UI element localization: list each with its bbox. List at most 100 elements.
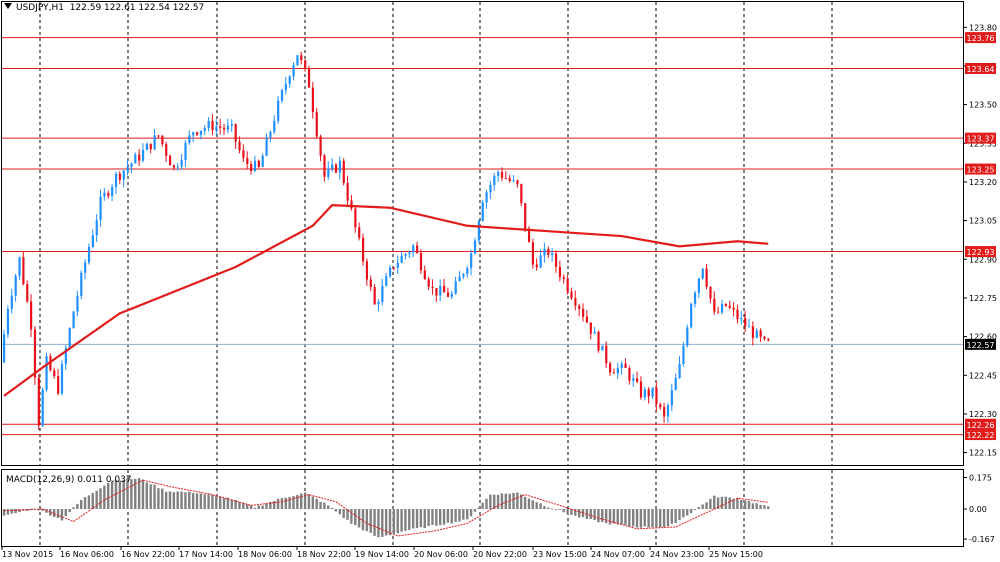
y-tick-label: 122.90 — [969, 255, 997, 264]
level-tag-label: 123.37 — [967, 135, 995, 144]
macd-bar — [137, 478, 141, 509]
candle-body — [470, 253, 473, 269]
candle-body — [416, 245, 419, 254]
candle-body — [211, 121, 214, 131]
candle-body — [744, 317, 747, 327]
macd-bar — [438, 509, 442, 526]
macd-bar — [307, 494, 311, 509]
macd-bar — [319, 501, 322, 509]
candle-body — [172, 165, 176, 168]
candle-body — [732, 307, 735, 310]
candle-body — [609, 363, 612, 373]
candle-body — [686, 327, 689, 346]
candle-body — [377, 302, 380, 305]
candle-body — [701, 268, 704, 279]
macd-bar — [249, 505, 253, 509]
candle-body — [554, 253, 558, 267]
candle-body — [358, 227, 361, 238]
macd-bar — [508, 493, 511, 509]
macd-bar — [218, 496, 222, 509]
candle-body — [257, 160, 260, 167]
macd-bar — [384, 509, 388, 536]
symbol-label: USDJPY,H1 — [16, 3, 64, 13]
macd-bar — [666, 509, 670, 527]
x-tick-label: 17 Nov 14:00 — [179, 550, 233, 559]
candle-body — [466, 268, 469, 274]
level-tag-label: 122.93 — [967, 248, 995, 257]
macd-bar — [635, 509, 639, 528]
macd-bar — [539, 503, 542, 509]
macd-bar — [520, 494, 523, 509]
candle-body — [666, 405, 670, 417]
candle-body — [612, 372, 616, 374]
candle-body — [230, 124, 233, 126]
macd-bar — [172, 492, 176, 509]
main-plot-frame — [1, 1, 964, 466]
macd-bar — [103, 485, 106, 509]
macd-indicator — [2, 478, 770, 538]
candle-body — [659, 404, 662, 408]
macd-bar — [601, 509, 604, 523]
macd-bar — [191, 493, 195, 509]
macd-bar — [134, 478, 137, 509]
candle-body — [412, 245, 415, 253]
macd-bar — [211, 495, 214, 509]
macd-bar — [130, 479, 133, 509]
candle-body — [111, 186, 114, 196]
macd-bar — [655, 509, 658, 528]
macd-bar — [435, 509, 438, 526]
candle-body — [361, 237, 365, 262]
macd-bar — [543, 506, 546, 509]
macd-bar — [99, 488, 102, 509]
macd-bar — [554, 509, 558, 510]
candle-body — [30, 301, 33, 330]
current-price-label: 122.57 — [967, 341, 995, 350]
macd-bar — [404, 509, 407, 531]
macd-bar — [620, 509, 623, 525]
macd-bar — [164, 491, 168, 509]
macd-bar — [419, 509, 423, 528]
macd-bar — [716, 497, 720, 509]
candle-body — [253, 160, 257, 171]
macd-bar — [662, 509, 666, 527]
ohlc-readout: 122.59 122.61 122.54 122.57 — [69, 3, 205, 13]
candle-body — [157, 135, 160, 137]
macd-bar — [157, 488, 160, 509]
level-tag-label: 123.64 — [967, 65, 995, 74]
candle-body — [196, 132, 199, 135]
candle-body — [68, 328, 71, 349]
macd-bar — [361, 509, 365, 531]
candle-body — [408, 252, 411, 255]
macd-bar — [91, 492, 94, 509]
macd-bar — [566, 509, 569, 515]
candle-body — [319, 136, 322, 156]
candle-body — [365, 261, 369, 280]
candle-body — [628, 367, 631, 381]
candle-body — [273, 120, 276, 132]
macd-bar — [759, 504, 762, 509]
macd-bar — [612, 509, 616, 524]
x-tick-label: 18 Nov 06:00 — [238, 550, 292, 559]
macd-bar — [253, 507, 257, 509]
macd-bar — [724, 496, 728, 509]
macd-bar — [547, 507, 550, 509]
macd-bar — [145, 482, 149, 509]
macd-bar — [114, 479, 118, 509]
candle-body — [643, 389, 646, 398]
candle-body — [130, 163, 133, 168]
macd-bar — [149, 484, 152, 509]
candle-body — [91, 235, 94, 248]
candle-body — [45, 356, 48, 390]
macd-bar — [242, 502, 245, 509]
candle-body — [389, 267, 392, 277]
candle-body — [535, 264, 538, 268]
macd-bar — [720, 496, 724, 509]
candle-body — [516, 180, 519, 185]
macd-bar — [740, 499, 743, 509]
candle-body — [33, 329, 37, 378]
chart-menu-triangle-icon[interactable] — [4, 3, 12, 9]
current-price-tag — [965, 338, 996, 350]
candle-body — [632, 378, 635, 381]
candle-body — [620, 363, 623, 369]
candle-body — [161, 135, 164, 145]
